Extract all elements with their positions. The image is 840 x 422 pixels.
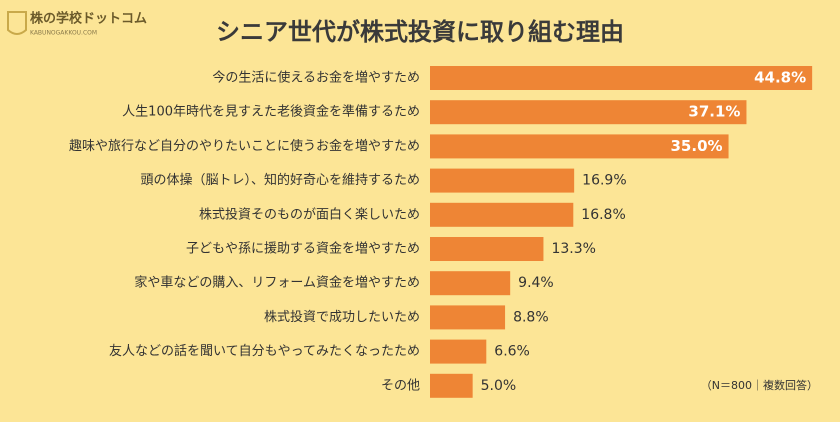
value-label: 13.3% (551, 241, 595, 257)
category-label: 趣味や旅行など自分のやりたいことに使うお金を増やすため (69, 138, 420, 154)
category-label: 人生100年時代を見すえた老後資金を準備するため (122, 104, 420, 120)
value-label: 16.8% (581, 207, 625, 223)
bar (430, 202, 574, 227)
logo-subtitle: KABUNOGAKKOU.COM (30, 30, 97, 37)
logo: 株の学校ドットコム KABUNOGAKKOU.COM (7, 11, 147, 37)
value-label: 9.4% (518, 275, 554, 291)
category-label: 友人などの話を聞いて自分もやってみたくなったため (109, 343, 420, 359)
value-label: 16.9% (582, 173, 626, 189)
chart-title: シニア世代が株式投資に取り組む理由 (216, 18, 624, 46)
category-label: 頭の体操（脳トレ）、知的好奇心を維持するため (140, 172, 420, 188)
bar (430, 305, 506, 330)
category-label: その他 (381, 378, 420, 393)
bar (430, 237, 544, 261)
value-label: 5.0% (481, 378, 517, 394)
category-label: 株式投資そのものが面白く楽しいため (199, 206, 420, 222)
category-label: 家や車などの購入、リフォーム資金を増やすため (134, 275, 420, 291)
bar (430, 134, 729, 159)
value-label: 6.6% (494, 344, 530, 360)
logo-icon (7, 11, 27, 35)
logo-name: 株の学校ドットコム (30, 11, 147, 27)
value-label: 44.8% (754, 69, 806, 87)
bar (430, 271, 511, 296)
note: （N＝800｜複数回答） (701, 378, 818, 392)
category-label: 子どもや孫に援助する資金を増やすため (186, 241, 420, 257)
bar (430, 66, 813, 90)
value-label: 37.1% (688, 103, 740, 121)
value-label: 8.8% (513, 309, 549, 325)
bar (430, 100, 747, 125)
bar (430, 168, 575, 193)
category-label: 株式投資で成功したいため (264, 309, 420, 325)
value-label: 35.0% (671, 137, 723, 155)
category-label: 今の生活に使えるお金を増やすため (212, 70, 420, 86)
bar (430, 373, 473, 398)
bar (430, 339, 487, 364)
